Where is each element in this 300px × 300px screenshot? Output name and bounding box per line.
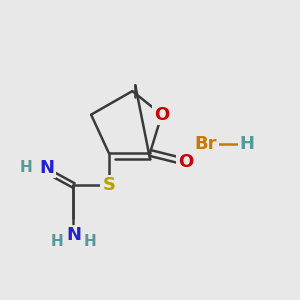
- Text: H: H: [20, 160, 33, 175]
- Text: H: H: [83, 234, 96, 249]
- Text: H: H: [240, 135, 255, 153]
- Text: N: N: [39, 159, 54, 177]
- Text: O: O: [154, 106, 170, 124]
- Text: O: O: [178, 153, 193, 171]
- Text: S: S: [102, 176, 115, 194]
- Text: N: N: [66, 226, 81, 244]
- Text: H: H: [51, 234, 64, 249]
- Text: Br: Br: [195, 135, 217, 153]
